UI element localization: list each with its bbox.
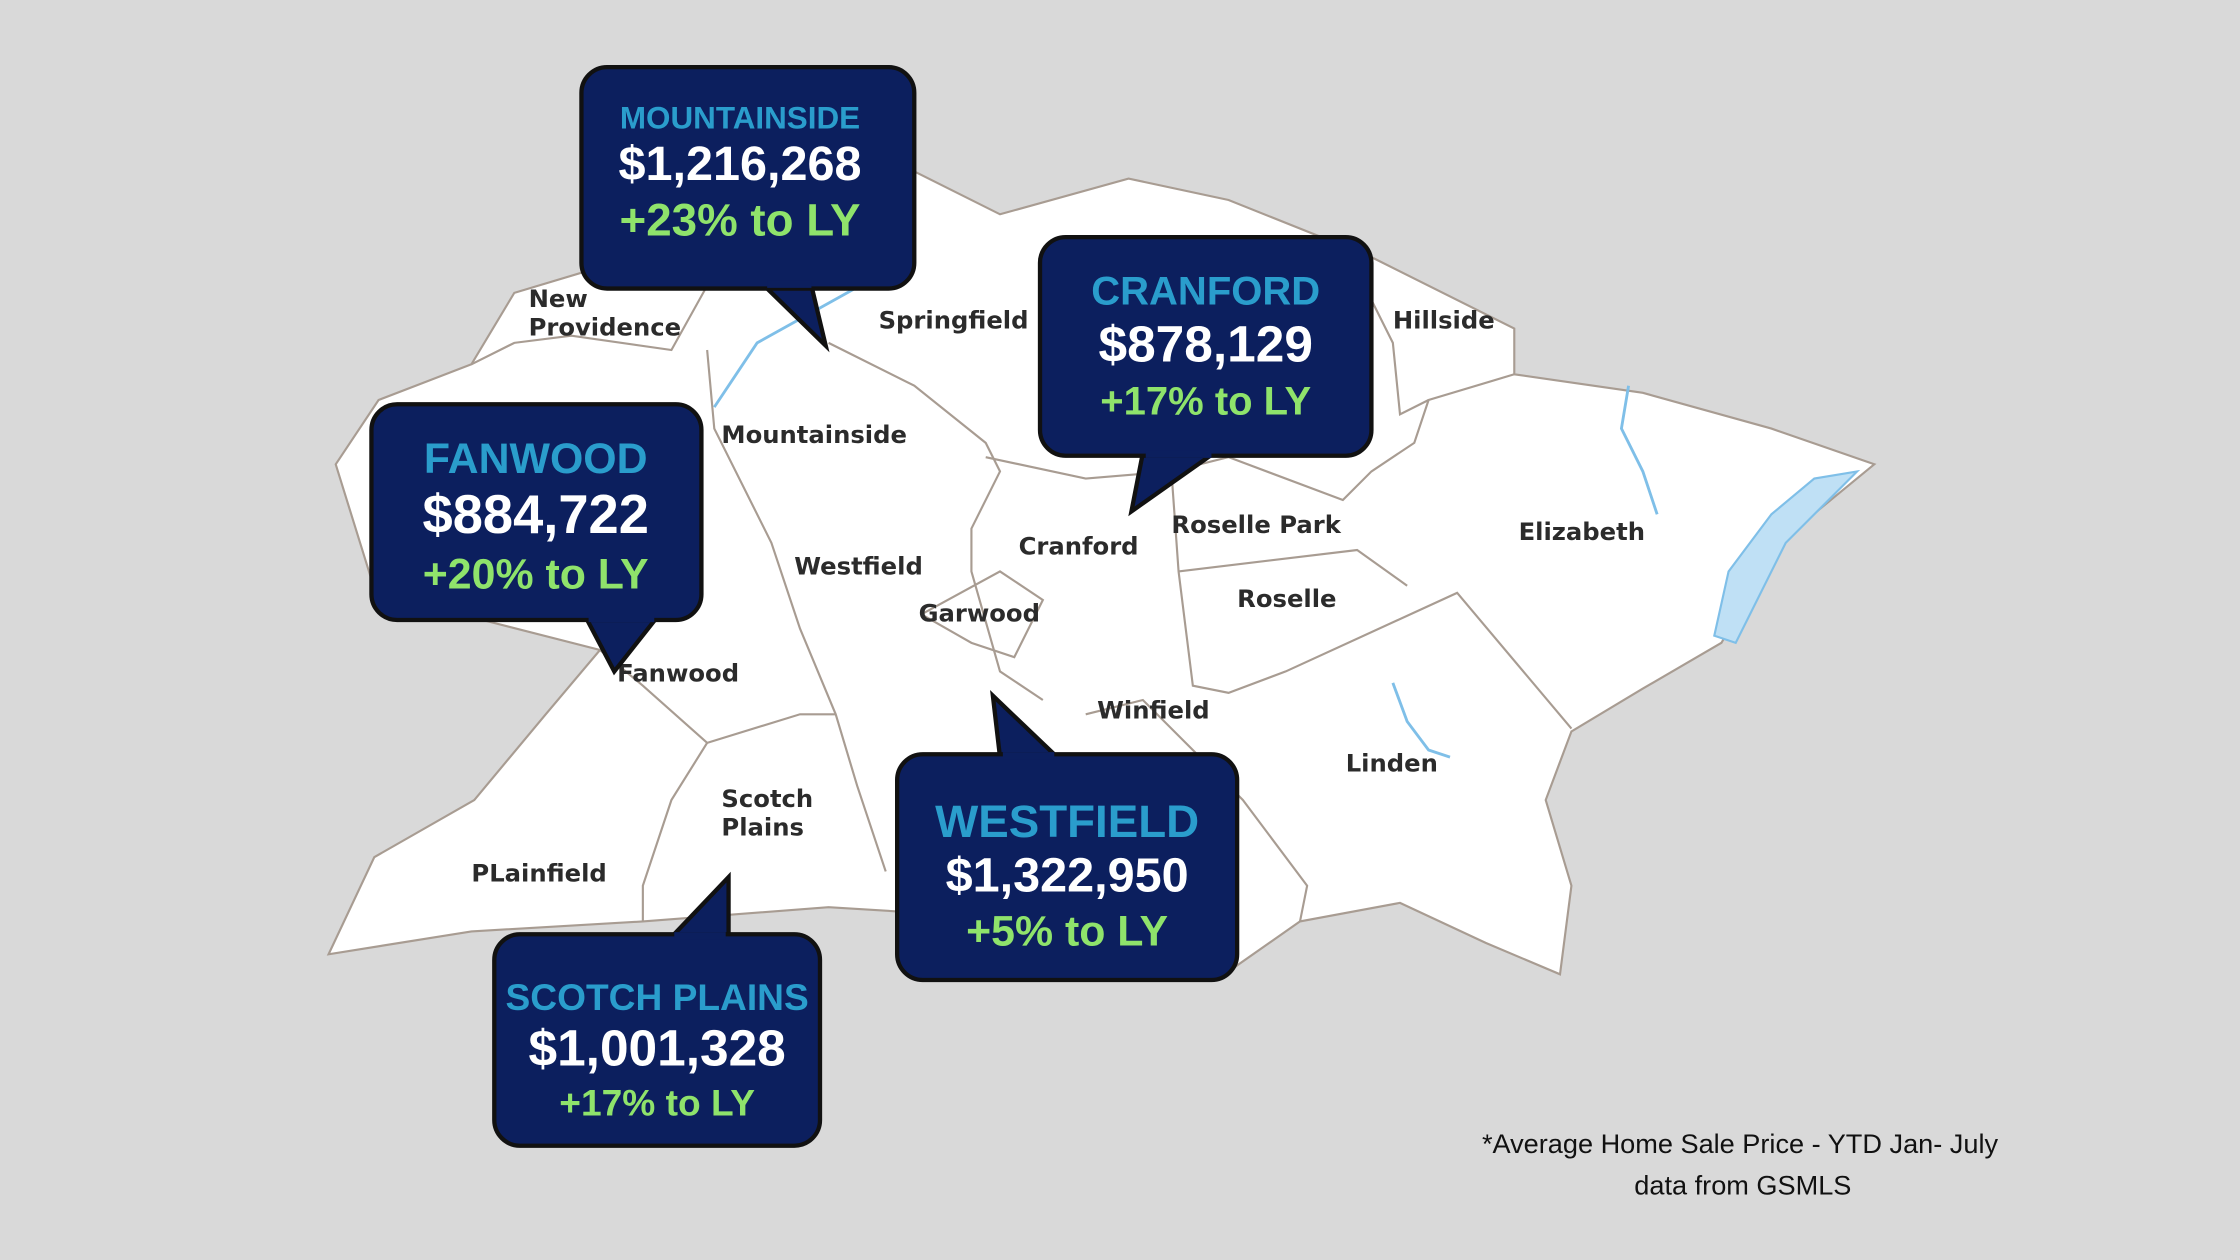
boundaries xyxy=(470,256,1573,922)
town-label-line: Springfield xyxy=(879,306,1029,335)
callout: FANWOOD $884,722 +20% to LY xyxy=(369,402,704,676)
callout-price: $1,322,950 xyxy=(946,848,1189,902)
town-label-line: Providence xyxy=(529,313,682,342)
town-label-line: Linden xyxy=(1346,748,1438,777)
callout-price: $884,722 xyxy=(423,484,649,545)
town-label: Mountainside xyxy=(721,420,907,449)
town-label-line: Cranford xyxy=(1019,531,1139,560)
callout-box xyxy=(895,752,1240,983)
town-label-line: Elizabeth xyxy=(1519,517,1645,546)
town-label: Hillside xyxy=(1393,306,1495,335)
town-label: New Providence xyxy=(529,284,682,342)
town-label-line: Plains xyxy=(721,813,804,842)
river xyxy=(1619,385,1659,515)
town-label: Cranford xyxy=(1019,531,1139,560)
town-label-line: Roselle Park xyxy=(1171,510,1341,539)
town-label: Springfield xyxy=(879,306,1029,335)
river xyxy=(1391,682,1451,759)
callout-town: MOUNTAINSIDE xyxy=(620,101,860,136)
town-label: Fanwood xyxy=(617,658,739,687)
callout-town: WESTFIELD xyxy=(935,796,1199,847)
town-label-line: Winfield xyxy=(1097,696,1210,725)
town-label: Linden xyxy=(1346,748,1438,777)
callout-price: $878,129 xyxy=(1099,314,1313,372)
town-label-line: Hillside xyxy=(1393,306,1495,335)
callout-change: +20% to LY xyxy=(423,551,649,599)
map-labels: New Providence Springfield Hillside Mount… xyxy=(471,284,1645,887)
town-label-line: PLainfield xyxy=(471,858,606,887)
footnote: data from GSMLS xyxy=(1634,1169,1851,1200)
callout-town: CRANFORD xyxy=(1091,269,1320,313)
town-label-line: Garwood xyxy=(919,598,1040,627)
callout-change: +17% to LY xyxy=(559,1082,755,1124)
town-label: Winfield xyxy=(1097,696,1210,725)
callout-town: SCOTCH PLAINS xyxy=(506,976,809,1018)
callout-town: FANWOOD xyxy=(424,435,648,483)
callout: CRANFORD $878,129 +17% to LY xyxy=(1037,235,1374,517)
town-label-line: New xyxy=(529,284,588,313)
town-label: Garwood xyxy=(919,598,1040,627)
callout-box xyxy=(492,932,823,1148)
callout: SCOTCH PLAINS $1,001,328 +17% to LY xyxy=(492,871,823,1148)
callout-box xyxy=(579,65,917,291)
town-label: Roselle xyxy=(1237,584,1336,613)
callout-change: +5% to LY xyxy=(966,908,1168,956)
callout-change: +17% to LY xyxy=(1100,379,1311,423)
town-label-line: Fanwood xyxy=(617,658,739,687)
town-label: PLainfield xyxy=(471,858,606,887)
callout-price: $1,001,328 xyxy=(528,1019,785,1077)
town-label: Roselle Park xyxy=(1171,510,1341,539)
town-label: Westfield xyxy=(794,551,923,580)
town-label-line: Scotch xyxy=(721,784,813,813)
callout: WESTFIELD $1,322,950 +5% to LY xyxy=(895,690,1240,983)
town-label: Elizabeth xyxy=(1519,517,1645,546)
callout-price: $1,216,268 xyxy=(618,137,861,191)
footnote: *Average Home Sale Price - YTD Jan- July xyxy=(1482,1128,1999,1159)
callout-box xyxy=(369,402,704,623)
town-label-line: Westfield xyxy=(794,551,923,580)
town-label-line: Mountainside xyxy=(721,420,907,449)
water xyxy=(1713,469,1861,645)
callout-change: +23% to LY xyxy=(620,195,861,246)
town-label: Scotch Plains xyxy=(721,784,813,842)
town-label-line: Roselle xyxy=(1237,584,1336,613)
callout: MOUNTAINSIDE $1,216,268 +23% to LY xyxy=(579,65,917,353)
